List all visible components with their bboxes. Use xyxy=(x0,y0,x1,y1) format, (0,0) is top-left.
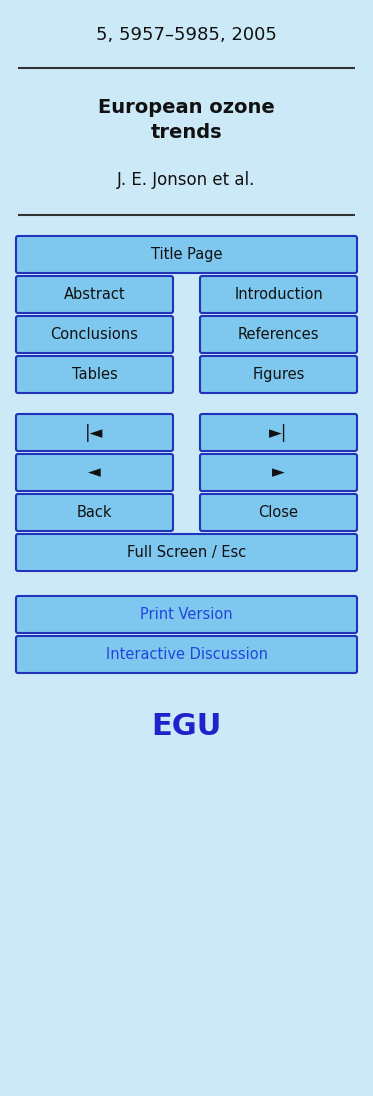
Text: Interactive Discussion: Interactive Discussion xyxy=(106,647,267,662)
Text: Back: Back xyxy=(77,505,112,520)
FancyBboxPatch shape xyxy=(200,454,357,491)
Text: Print Version: Print Version xyxy=(140,607,233,623)
FancyBboxPatch shape xyxy=(16,534,357,571)
Text: ►|: ►| xyxy=(269,423,288,442)
Text: Tables: Tables xyxy=(72,367,117,383)
Text: ►: ► xyxy=(272,464,285,481)
FancyBboxPatch shape xyxy=(16,316,173,353)
Text: Abstract: Abstract xyxy=(64,287,125,302)
FancyBboxPatch shape xyxy=(16,236,357,273)
Text: J. E. Jonson et al.: J. E. Jonson et al. xyxy=(117,171,256,189)
FancyBboxPatch shape xyxy=(16,494,173,530)
FancyBboxPatch shape xyxy=(200,494,357,530)
FancyBboxPatch shape xyxy=(16,276,173,313)
Text: ◄: ◄ xyxy=(88,464,101,481)
FancyBboxPatch shape xyxy=(16,356,173,393)
FancyBboxPatch shape xyxy=(16,414,173,450)
FancyBboxPatch shape xyxy=(16,454,173,491)
Text: Conclusions: Conclusions xyxy=(51,327,138,342)
Text: Figures: Figures xyxy=(252,367,305,383)
Text: Close: Close xyxy=(258,505,298,520)
FancyBboxPatch shape xyxy=(16,596,357,633)
FancyBboxPatch shape xyxy=(200,414,357,450)
Text: 5, 5957–5985, 2005: 5, 5957–5985, 2005 xyxy=(96,26,277,44)
Text: EGU: EGU xyxy=(151,712,222,741)
Text: References: References xyxy=(238,327,319,342)
FancyBboxPatch shape xyxy=(200,316,357,353)
FancyBboxPatch shape xyxy=(16,636,357,673)
Text: Full Screen / Esc: Full Screen / Esc xyxy=(127,545,246,560)
FancyBboxPatch shape xyxy=(200,276,357,313)
Text: Title Page: Title Page xyxy=(151,247,222,262)
Text: |◄: |◄ xyxy=(85,423,104,442)
FancyBboxPatch shape xyxy=(200,356,357,393)
Text: Introduction: Introduction xyxy=(234,287,323,302)
Text: European ozone
trends: European ozone trends xyxy=(98,98,275,142)
